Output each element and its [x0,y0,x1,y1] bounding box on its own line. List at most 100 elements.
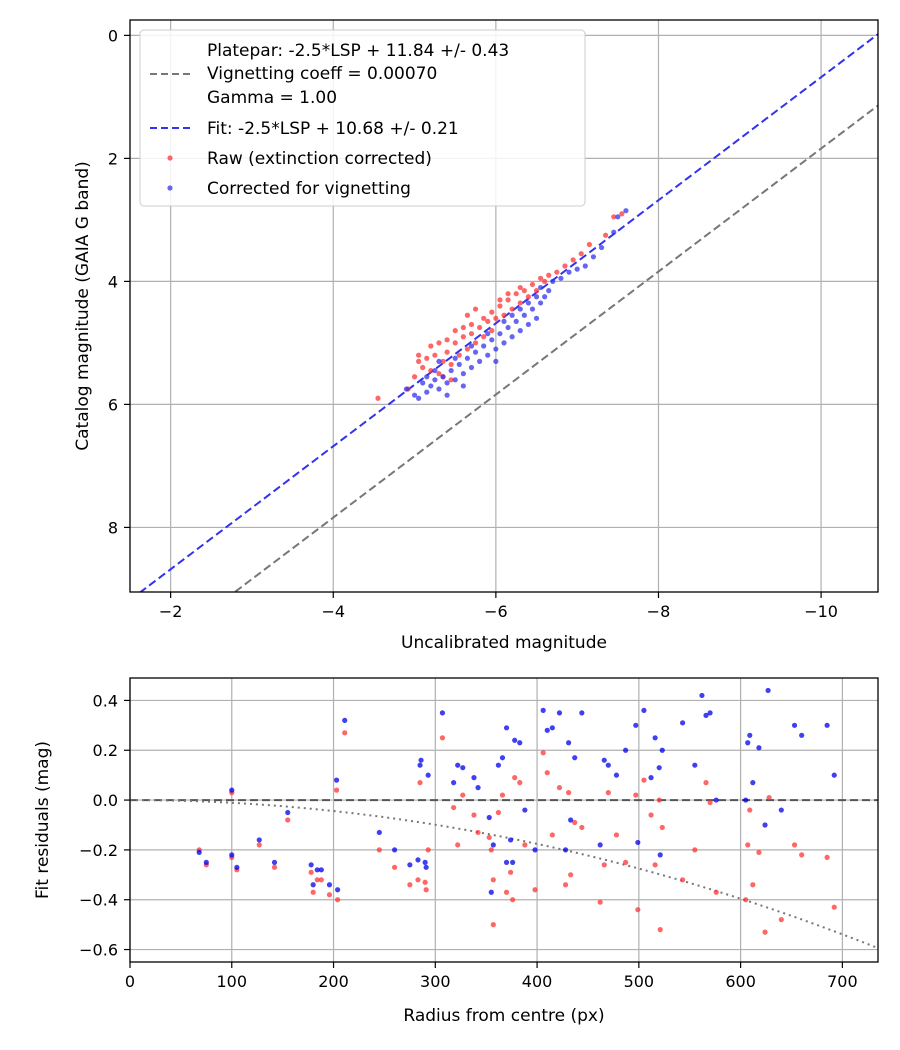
bottom-point-corrected [451,780,457,786]
top-point-corrected [436,386,442,392]
top-point-corrected [468,343,475,349]
legend-label-corrected: Corrected for vignetting [207,179,411,199]
top-point-raw [537,275,544,281]
top-point-corrected [611,229,617,235]
bottom-point-raw [333,787,340,793]
bottom-point-corrected [641,707,647,713]
bottom-point-corrected [699,692,705,699]
top-point-raw [477,324,483,331]
top-point-corrected [623,208,629,214]
top-point-corrected [444,380,450,386]
bottom-point-raw [601,862,607,868]
top-point-corrected [481,343,487,349]
bottom-point-corrected [540,707,546,713]
bottom-point-raw [750,882,756,888]
bottom-point-raw [335,897,341,903]
bottom-point-corrected [613,772,620,778]
bottom-point-raw [285,817,291,823]
bottom-point-raw [544,770,550,776]
top-y-ticks: 0 2 4 6 8 [108,26,130,537]
top-point-raw [546,272,552,278]
top-point-raw [468,321,475,328]
top-point-corrected [537,300,544,306]
top-point-corrected [509,334,515,340]
top-point-raw [436,340,442,346]
top-point-raw [444,349,450,355]
top-point-corrected [550,278,556,284]
top-point-raw [529,281,536,288]
top-plot-panel: −2 −4 −6 −8 −10 0 2 4 6 8 Uncalibrated magnitude… [73,19,879,653]
bottom-point-raw [635,907,641,913]
top-point-corrected [533,315,540,321]
bottom-point-raw [692,847,698,853]
bottom-point-corrected [417,762,423,768]
bottom-point-corrected [314,867,320,873]
top-point-corrected [460,371,466,377]
bottom-point-corrected [657,852,663,858]
top-point-raw [517,300,523,306]
bottom-point-raw [326,892,333,898]
bottom-point-raw [318,877,324,883]
top-point-corrected [505,324,511,331]
top-point-corrected [546,288,552,294]
bottom-point-raw [633,792,639,798]
bottom-x-axis-title: Radius from centre (px) [403,1006,604,1026]
bottom-point-raw [707,799,713,806]
bottom-point-raw [791,842,798,848]
bottom-point-corrected [256,837,262,843]
bottom-point-raw [488,847,494,853]
bottom-point-raw [392,864,398,870]
bottom-point-raw [376,847,382,853]
top-point-raw [432,352,438,358]
legend-box [139,29,586,207]
top-point-raw [468,331,475,337]
bottom-point-raw [572,819,578,826]
bottom-x-ticks: 0 100 200 300 400 500 600 700 [125,962,858,991]
bottom-point-corrected [517,740,523,746]
bottom-point-corrected [597,842,603,848]
top-point-raw [554,269,560,275]
bottom-point-raw [657,927,663,933]
top-point-raw [578,251,584,257]
top-point-raw [489,309,495,315]
top-point-raw [485,318,491,324]
bottom-point-raw [415,877,421,883]
top-point-corrected [477,358,483,364]
top-point-raw [533,288,540,294]
top-point-raw [428,343,434,349]
bottom-point-corrected [335,887,341,893]
top-point-raw [375,395,381,401]
top-point-corrected [489,337,495,343]
top-point-raw [440,358,446,364]
bottom-point-corrected [572,755,578,761]
top-point-raw [586,241,592,248]
bottom-point-corrected [659,747,665,753]
bottom-point-corrected [549,725,555,731]
top-point-corrected [485,331,491,337]
bottom-point-raw [747,807,753,813]
bottom-point-raw [745,842,751,848]
top-point-corrected [424,389,430,395]
bottom-point-raw [641,777,647,783]
bottom-y-tick-label: −0.2 [79,841,118,860]
bottom-point-corrected [648,775,654,781]
top-scatter-points [375,208,629,401]
bottom-y-ticks: 0.4 0.2 0.0 −0.2 −0.4 −0.6 [79,691,130,960]
bottom-point-corrected [750,780,756,786]
bottom-x-tick-label: 0 [125,972,135,991]
bottom-point-corrected [713,797,719,803]
legend-red-dot-marker [167,155,173,161]
top-point-corrected [574,266,580,272]
bottom-point-raw [455,842,461,848]
bottom-point-raw [460,792,466,798]
legend: Platepar: -2.5*LSP + 11.84 +/- 0.43 Vign… [139,29,586,207]
bottom-point-corrected [799,732,805,738]
bottom-point-raw [568,872,574,878]
top-point-raw [493,315,499,321]
bottom-point-corrected [568,817,574,823]
bottom-x-tick-label: 500 [624,972,655,991]
top-point-corrected [428,383,434,389]
bottom-y-axis-title: Fit residuals (mag) [33,741,53,899]
top-point-raw [513,291,519,297]
bottom-point-corrected [703,712,709,718]
